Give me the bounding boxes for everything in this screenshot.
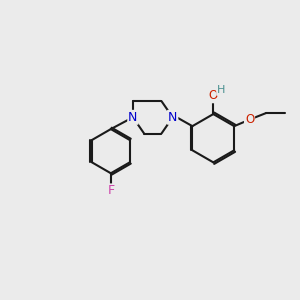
Text: N: N bbox=[168, 111, 177, 124]
Text: H: H bbox=[217, 85, 225, 95]
Text: F: F bbox=[107, 184, 114, 197]
Text: O: O bbox=[208, 89, 217, 102]
Text: N: N bbox=[128, 111, 138, 124]
Text: O: O bbox=[245, 113, 254, 126]
